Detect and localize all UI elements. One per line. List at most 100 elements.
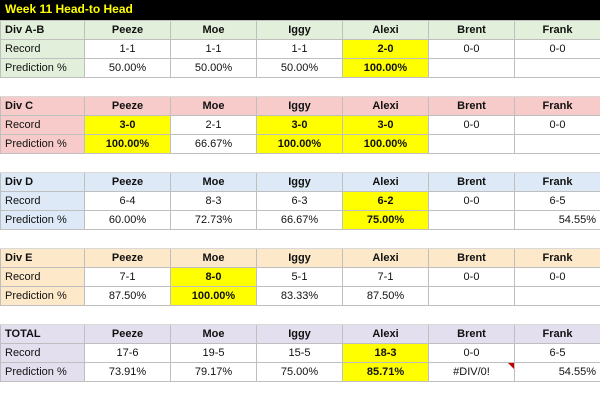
record-cell[interactable]: 6-5 — [514, 343, 600, 363]
player-header-cell[interactable]: Alexi — [342, 324, 429, 344]
prediction-cell[interactable]: 87.50% — [84, 286, 171, 306]
prediction-cell[interactable]: 54.55% — [514, 210, 600, 230]
record-label-cell[interactable]: Record — [0, 39, 85, 59]
player-header-cell[interactable]: Brent — [428, 96, 515, 116]
prediction-cell[interactable] — [428, 58, 515, 78]
prediction-label-cell[interactable]: Prediction % — [0, 210, 85, 230]
prediction-label-cell[interactable]: Prediction % — [0, 286, 85, 306]
blank-cell[interactable] — [170, 305, 257, 325]
record-cell[interactable]: 17-6 — [84, 343, 171, 363]
prediction-cell[interactable] — [428, 286, 515, 306]
record-cell[interactable]: 0-0 — [428, 343, 515, 363]
player-header-cell[interactable]: Iggy — [256, 324, 343, 344]
blank-cell[interactable] — [256, 77, 343, 97]
record-cell[interactable]: 0-0 — [514, 39, 600, 59]
record-cell[interactable]: 7-1 — [84, 267, 171, 287]
record-label-cell[interactable]: Record — [0, 343, 85, 363]
blank-cell[interactable] — [170, 229, 257, 249]
blank-cell[interactable] — [342, 77, 429, 97]
player-header-cell[interactable]: Moe — [170, 20, 257, 40]
prediction-cell[interactable] — [514, 286, 600, 306]
blank-cell[interactable] — [0, 229, 85, 249]
record-cell[interactable]: 18-3 — [342, 343, 429, 363]
blank-cell[interactable] — [428, 229, 515, 249]
record-cell[interactable]: 8-0 — [170, 267, 257, 287]
prediction-cell[interactable]: 100.00% — [84, 134, 171, 154]
record-cell[interactable]: 1-1 — [256, 39, 343, 59]
record-cell[interactable]: 19-5 — [170, 343, 257, 363]
player-header-cell[interactable]: Brent — [428, 172, 515, 192]
blank-cell[interactable] — [0, 77, 85, 97]
prediction-cell[interactable]: 50.00% — [170, 58, 257, 78]
blank-cell[interactable] — [514, 153, 600, 173]
record-cell[interactable]: 0-0 — [514, 115, 600, 135]
player-header-cell[interactable]: Peeze — [84, 248, 171, 268]
player-header-cell[interactable]: Moe — [170, 96, 257, 116]
prediction-cell[interactable]: 87.50% — [342, 286, 429, 306]
prediction-cell[interactable]: 66.67% — [170, 134, 257, 154]
record-label-cell[interactable]: Record — [0, 115, 85, 135]
blank-cell[interactable] — [256, 305, 343, 325]
player-header-cell[interactable]: Peeze — [84, 172, 171, 192]
prediction-cell[interactable]: #DIV/0! — [428, 362, 515, 382]
player-header-cell[interactable]: Frank — [514, 96, 600, 116]
record-cell[interactable]: 1-1 — [84, 39, 171, 59]
player-header-cell[interactable]: Frank — [514, 20, 600, 40]
prediction-cell[interactable]: 73.91% — [84, 362, 171, 382]
blank-cell[interactable] — [514, 77, 600, 97]
prediction-label-cell[interactable]: Prediction % — [0, 58, 85, 78]
record-cell[interactable]: 2-1 — [170, 115, 257, 135]
record-cell[interactable]: 2-0 — [342, 39, 429, 59]
record-cell[interactable]: 0-0 — [428, 115, 515, 135]
record-cell[interactable]: 3-0 — [256, 115, 343, 135]
division-name-cell[interactable]: Div A-B — [0, 20, 85, 40]
player-header-cell[interactable]: Moe — [170, 324, 257, 344]
prediction-cell[interactable]: 75.00% — [256, 362, 343, 382]
prediction-cell[interactable]: 100.00% — [170, 286, 257, 306]
player-header-cell[interactable]: Iggy — [256, 96, 343, 116]
record-cell[interactable]: 6-5 — [514, 191, 600, 211]
record-cell[interactable]: 6-4 — [84, 191, 171, 211]
prediction-cell[interactable]: 100.00% — [256, 134, 343, 154]
blank-cell[interactable] — [514, 305, 600, 325]
blank-cell[interactable] — [342, 305, 429, 325]
prediction-cell[interactable]: 100.00% — [342, 58, 429, 78]
prediction-cell[interactable]: 50.00% — [84, 58, 171, 78]
title-bar[interactable]: Week 11 Head-to Head — [0, 0, 600, 20]
blank-cell[interactable] — [342, 153, 429, 173]
player-header-cell[interactable]: Alexi — [342, 96, 429, 116]
player-header-cell[interactable]: Brent — [428, 248, 515, 268]
player-header-cell[interactable]: Peeze — [84, 20, 171, 40]
player-header-cell[interactable]: Iggy — [256, 248, 343, 268]
prediction-cell[interactable]: 85.71% — [342, 362, 429, 382]
blank-cell[interactable] — [0, 305, 85, 325]
record-cell[interactable]: 6-3 — [256, 191, 343, 211]
prediction-cell[interactable]: 75.00% — [342, 210, 429, 230]
blank-cell[interactable] — [84, 77, 171, 97]
blank-cell[interactable] — [0, 153, 85, 173]
blank-cell[interactable] — [428, 153, 515, 173]
player-header-cell[interactable]: Iggy — [256, 20, 343, 40]
player-header-cell[interactable]: Brent — [428, 324, 515, 344]
prediction-label-cell[interactable]: Prediction % — [0, 134, 85, 154]
record-cell[interactable]: 1-1 — [170, 39, 257, 59]
prediction-cell[interactable] — [428, 134, 515, 154]
record-cell[interactable]: 8-3 — [170, 191, 257, 211]
prediction-cell[interactable]: 100.00% — [342, 134, 429, 154]
prediction-cell[interactable]: 50.00% — [256, 58, 343, 78]
player-header-cell[interactable]: Iggy — [256, 172, 343, 192]
record-cell[interactable]: 5-1 — [256, 267, 343, 287]
player-header-cell[interactable]: Frank — [514, 324, 600, 344]
prediction-cell[interactable] — [514, 134, 600, 154]
player-header-cell[interactable]: Brent — [428, 20, 515, 40]
player-header-cell[interactable]: Moe — [170, 172, 257, 192]
prediction-cell[interactable]: 72.73% — [170, 210, 257, 230]
blank-cell[interactable] — [342, 229, 429, 249]
blank-cell[interactable] — [170, 77, 257, 97]
record-cell[interactable]: 0-0 — [428, 191, 515, 211]
prediction-cell[interactable]: 60.00% — [84, 210, 171, 230]
blank-cell[interactable] — [84, 305, 171, 325]
record-label-cell[interactable]: Record — [0, 267, 85, 287]
record-cell[interactable]: 0-0 — [428, 39, 515, 59]
prediction-cell[interactable]: 79.17% — [170, 362, 257, 382]
